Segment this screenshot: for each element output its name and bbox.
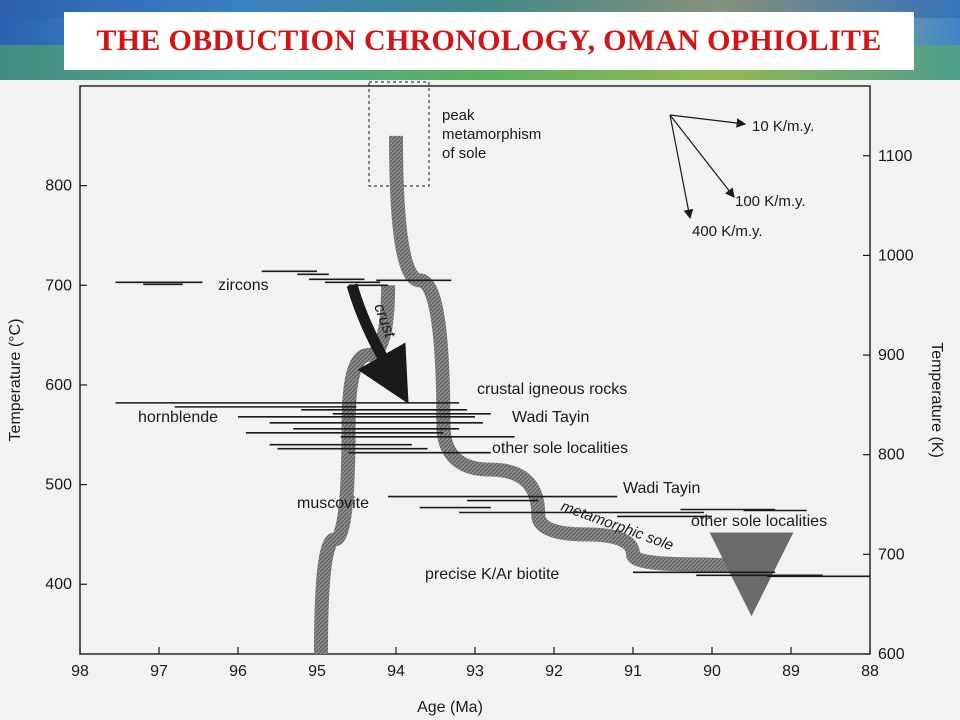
x-tick-label: 98 [71,663,89,680]
x-tick-label: 92 [545,663,563,680]
rate-100-label: 100 K/m.y. [735,193,806,210]
crust-arrow [346,283,409,404]
x-tick-label: 96 [229,663,247,680]
y2-tick-label: 900 [878,347,905,364]
other-sole-hornblende-label: other sole localities [492,440,628,457]
peak-label-line2: metamorphism [442,126,541,143]
x-tick-label: 90 [703,663,721,680]
crustal-igneous-label: crustal igneous rocks [477,381,627,398]
biotite-label: precise K/Ar biotite [425,566,559,583]
x-tick-label: 97 [150,663,168,680]
peak-label-line3: of sole [442,145,486,162]
wadi-tayin-hornblende-label: Wadi Tayin [512,409,589,426]
zircons-label: zircons [218,277,269,294]
zircon-age-bars [115,270,452,287]
chart: 98 97 96 95 94 93 92 91 90 89 88 400 500 600 700 800 6… [7,81,945,716]
y2-tick-label: 1000 [878,247,914,264]
muscovite-age-bars [388,495,807,518]
y-tick-label: 500 [45,477,72,494]
y2-axis-label: Temperature (K) [928,342,945,458]
y2-tick-label: 700 [878,546,905,563]
x-axis-ticks: 98 97 96 95 94 93 92 91 90 89 88 [71,647,879,680]
y2-axis-ticks: 600 700 800 900 1000 1100 [863,148,914,663]
peak-label-line1: peak [442,107,475,124]
rate-400-label: 400 K/m.y. [692,223,763,240]
slide-title-box: THE OBDUCTION CHRONOLOGY, OMAN OPHIOLITE [64,12,914,70]
hornblende-label: hornblende [138,409,218,426]
y-axis-ticks: 400 500 600 700 800 [45,178,87,593]
other-sole-muscovite-label: other sole localities [691,513,827,530]
slide-title: THE OBDUCTION CHRONOLOGY, OMAN OPHIOLITE [96,24,882,57]
metamorphic-sole-label: metamorphic sole [559,498,676,554]
x-tick-label: 91 [624,663,642,680]
x-tick-label: 93 [466,663,484,680]
rate-10-label: 10 K/m.y. [752,118,814,135]
muscovite-label: muscovite [297,495,369,512]
y-tick-label: 400 [45,576,72,593]
x-tick-label: 89 [782,663,800,680]
x-tick-label: 94 [387,663,405,680]
x-tick-label: 88 [861,663,879,680]
wadi-tayin-muscovite-label: Wadi Tayin [623,480,700,497]
biotite-age-bars [633,571,870,578]
y-tick-label: 600 [45,377,72,394]
x-tick-label: 95 [308,663,326,680]
y2-tick-label: 600 [878,646,905,663]
chart-figure: 98 97 96 95 94 93 92 91 90 89 88 400 500 600 700 800 6… [0,80,960,720]
y2-tick-label: 1100 [878,148,913,165]
cooling-rate-arrows [669,114,747,220]
y-tick-label: 800 [45,178,72,195]
x-axis-label: Age (Ma) [417,699,483,716]
y-axis-label: Temperature (°C) [7,319,24,442]
y2-tick-label: 800 [878,447,905,464]
hornblende-age-bars [115,402,515,454]
y-tick-label: 700 [45,277,72,294]
